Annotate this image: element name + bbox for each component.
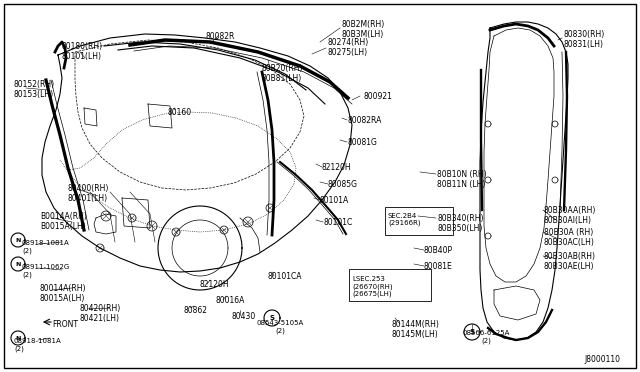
FancyBboxPatch shape	[385, 207, 453, 235]
Text: N: N	[15, 336, 20, 340]
Text: 08918-1081A
(2): 08918-1081A (2)	[22, 240, 70, 253]
Text: 80B20(RH)
80B81(LH): 80B20(RH) 80B81(LH)	[262, 64, 303, 83]
Text: N: N	[15, 262, 20, 266]
Text: 80144M(RH)
80145M(LH): 80144M(RH) 80145M(LH)	[392, 320, 440, 339]
Text: 08911-1062G
(2): 08911-1062G (2)	[22, 264, 70, 278]
Text: S: S	[269, 315, 275, 321]
Text: 80085G: 80085G	[328, 180, 358, 189]
Text: 82120H: 82120H	[322, 163, 351, 172]
Text: 80B340(RH)
80B350(LH): 80B340(RH) 80B350(LH)	[437, 214, 483, 233]
Text: 80180(RH)
80101(LH): 80180(RH) 80101(LH)	[62, 42, 103, 61]
Text: 80400(RH)
80401(LH): 80400(RH) 80401(LH)	[68, 184, 109, 203]
Text: 80B10N (RH)
80B11N (LH): 80B10N (RH) 80B11N (LH)	[437, 170, 486, 189]
Text: LSEC.253
(26670(RH)
(26675(LH): LSEC.253 (26670(RH) (26675(LH)	[352, 276, 392, 297]
Text: J8000110: J8000110	[584, 355, 620, 364]
Text: 80430: 80430	[232, 312, 256, 321]
Text: 80152(RH)
80153(LH): 80152(RH) 80153(LH)	[14, 80, 55, 99]
Text: 82120H: 82120H	[200, 280, 230, 289]
Text: 80B30AB(RH)
80B30AE(LH): 80B30AB(RH) 80B30AE(LH)	[544, 252, 596, 272]
Text: 80014A(RH)
80015A(LH): 80014A(RH) 80015A(LH)	[40, 284, 86, 304]
Text: 80081G: 80081G	[347, 138, 377, 147]
Text: 80830(RH)
80831(LH): 80830(RH) 80831(LH)	[563, 30, 604, 49]
Text: B0014A(RH)
B0015A(LH): B0014A(RH) B0015A(LH)	[40, 212, 87, 231]
FancyBboxPatch shape	[349, 269, 431, 301]
Text: 80274(RH)
80275(LH): 80274(RH) 80275(LH)	[327, 38, 368, 57]
Text: N: N	[15, 237, 20, 243]
Text: 80B30AA(RH)
80B30AI(LH): 80B30AA(RH) 80B30AI(LH)	[544, 206, 596, 225]
Text: 800921: 800921	[364, 92, 393, 101]
Text: 80B2M(RH)
80B3M(LH): 80B2M(RH) 80B3M(LH)	[341, 20, 384, 39]
Text: 08566-6125A
(2): 08566-6125A (2)	[462, 330, 509, 343]
Text: FRONT: FRONT	[52, 320, 78, 329]
Text: 80101A: 80101A	[320, 196, 349, 205]
Text: 80101C: 80101C	[323, 218, 352, 227]
Text: 80862: 80862	[184, 306, 208, 315]
Text: 80082R: 80082R	[206, 32, 236, 41]
Text: 80420(RH)
80421(LH): 80420(RH) 80421(LH)	[80, 304, 121, 323]
Text: S: S	[470, 329, 474, 335]
Text: 80081E: 80081E	[424, 262, 452, 271]
Text: 80082RA: 80082RA	[347, 116, 381, 125]
Text: 80B40P: 80B40P	[424, 246, 453, 255]
Text: 80B30A (RH)
80B30AC(LH): 80B30A (RH) 80B30AC(LH)	[544, 228, 595, 247]
Text: 80016A: 80016A	[216, 296, 245, 305]
Text: SEC.2B4
(29166R): SEC.2B4 (29166R)	[388, 213, 420, 227]
Text: 08918-1081A
(2): 08918-1081A (2)	[14, 338, 61, 352]
Text: 08543-5105A
(2): 08543-5105A (2)	[257, 320, 303, 334]
Text: 80101CA: 80101CA	[268, 272, 303, 281]
Text: 80160: 80160	[168, 108, 192, 117]
